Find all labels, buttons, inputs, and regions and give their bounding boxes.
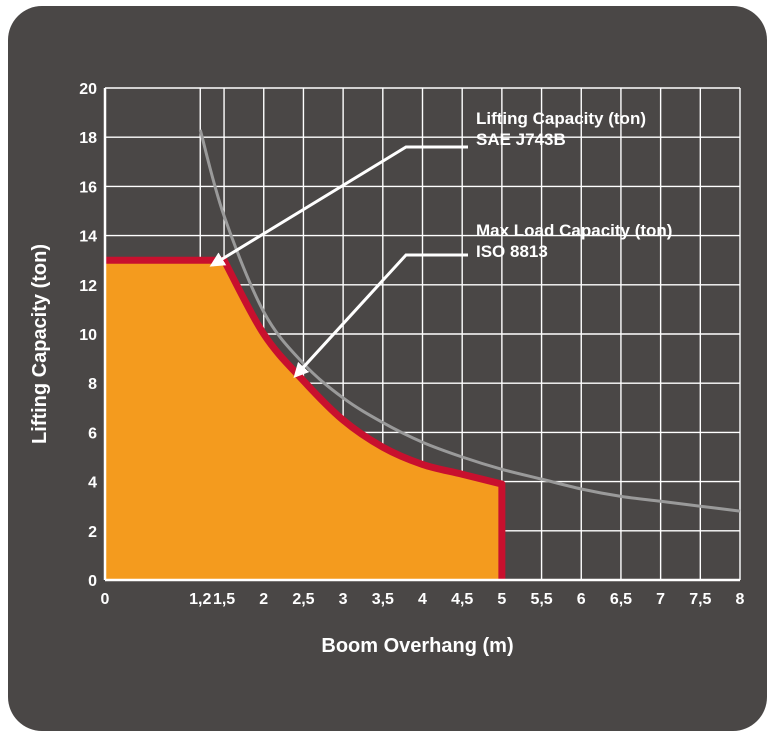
y-tick-label: 8 — [88, 376, 97, 393]
x-tick-label: 3 — [339, 591, 348, 608]
y-tick-label: 18 — [79, 130, 97, 147]
x-tick-label: 2 — [259, 591, 268, 608]
sae-j743b-capacity-line — [198, 129, 741, 513]
y-tick-label: 0 — [88, 573, 97, 590]
annotation-text: Lifting Capacity (ton) — [476, 109, 646, 128]
x-tick-label: 2,5 — [292, 591, 314, 608]
x-tick-label: 4,5 — [451, 591, 473, 608]
x-tick-label: 0 — [101, 591, 110, 608]
x-tick-label: 3,5 — [372, 591, 394, 608]
x-tick-label: 7 — [656, 591, 665, 608]
max-load-area-fill — [105, 260, 502, 580]
y-tick-label: 20 — [79, 81, 97, 98]
x-tick-label: 6 — [577, 591, 586, 608]
y-tick-label: 12 — [79, 278, 97, 295]
y-tick-label: 6 — [88, 425, 97, 442]
annotation-text: ISO 8813 — [476, 242, 548, 261]
y-tick-label: 2 — [88, 524, 97, 541]
x-tick-label: 5,5 — [530, 591, 552, 608]
annotation-leader-arrow — [209, 145, 468, 267]
annotation-text: Max Load Capacity (ton) — [476, 221, 672, 240]
y-tick-label: 14 — [79, 229, 97, 246]
x-tick-label: 5 — [497, 591, 506, 608]
y-axis-title: Lifting Capacity (ton) — [29, 244, 51, 444]
annotation-text: SAE J743B — [476, 130, 566, 149]
annotation-leader-arrow — [293, 253, 468, 379]
x-tick-label: 1,5 — [213, 591, 235, 608]
x-tick-label: 4 — [418, 591, 427, 608]
y-tick-label: 16 — [79, 179, 97, 196]
x-tick-label: 7,5 — [689, 591, 711, 608]
iso-8813-max-load-line — [105, 256, 506, 580]
x-tick-label: 1,2 — [189, 591, 211, 608]
x-tick-label: 8 — [736, 591, 745, 608]
y-tick-label: 4 — [88, 475, 97, 492]
y-tick-label: 10 — [79, 327, 97, 344]
x-tick-label: 6,5 — [610, 591, 632, 608]
x-axis-title: Boom Overhang (m) — [321, 635, 513, 657]
